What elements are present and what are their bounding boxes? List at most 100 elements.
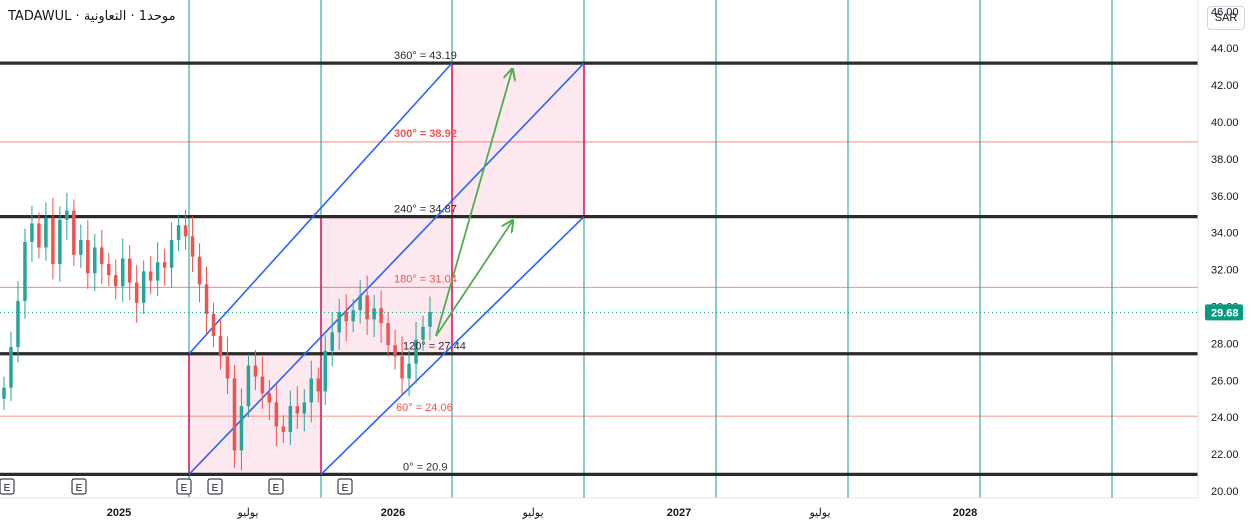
earnings-marker[interactable] [207, 478, 223, 495]
major-level-label: 0° = 20.9 [403, 461, 447, 473]
candle-body [379, 308, 383, 324]
candle-body [113, 275, 118, 287]
candle-body [281, 426, 286, 432]
earnings-marker[interactable] [176, 478, 192, 495]
candle-body [295, 406, 300, 414]
candle-body [239, 406, 244, 451]
candle-body [120, 258, 125, 287]
candle-body [393, 345, 397, 357]
major-level-label: 240° = 34.87 [394, 204, 457, 216]
candle-body [65, 210, 69, 220]
candle-body [414, 339, 418, 364]
y-tick-label: 34.00 [1211, 228, 1239, 240]
candle-body [421, 326, 425, 340]
y-tick-label: 46.00 [1211, 6, 1239, 18]
candle-body [302, 402, 307, 414]
x-tick-label: 2026 [381, 507, 405, 519]
minor-level-label: 180° = 31.04 [394, 273, 457, 285]
candle-body [309, 378, 314, 403]
candle-body [176, 225, 181, 241]
candle-body [274, 402, 279, 427]
current-price-label: 29.68 [1211, 307, 1239, 319]
candle-body [232, 378, 237, 451]
candle-body [134, 282, 139, 303]
channel-line [188, 62, 585, 475]
candle-body [330, 332, 334, 351]
currency-selector[interactable]: SAR [1207, 6, 1245, 30]
candle-body [400, 356, 404, 379]
current-price-badge [1205, 304, 1243, 321]
earnings-marker[interactable] [0, 478, 15, 495]
y-tick-label: 24.00 [1211, 412, 1239, 424]
earnings-marker[interactable] [337, 478, 353, 495]
candle-body [288, 406, 293, 432]
y-tick-label: 36.00 [1211, 191, 1239, 203]
channel-line [188, 62, 453, 355]
candle-body [72, 210, 76, 255]
candle-body [9, 347, 13, 388]
candle-body [169, 240, 174, 268]
candle-body [58, 219, 62, 265]
symbol-title[interactable]: TADAWUL · ﻣﻮﺣﺪ1 · ﺍﻟﺘﻌﺎﻭﻧﻴﺔ [8, 9, 176, 24]
x-tick-label: 2025 [107, 507, 131, 519]
x-tick-label: يوليو [236, 507, 258, 519]
y-tick-label: 42.00 [1211, 80, 1239, 92]
candle-body [246, 365, 251, 407]
candle-body [107, 264, 111, 276]
earnings-marker-label: E [76, 483, 83, 494]
y-tick-label: 20.00 [1211, 486, 1239, 498]
candle-body [162, 262, 167, 268]
candle-body [93, 247, 97, 274]
earnings-marker-label: E [342, 483, 349, 494]
candle-body [323, 350, 327, 392]
candle-body [225, 356, 230, 379]
candle-body [30, 223, 34, 242]
candle-body [253, 365, 258, 377]
earnings-marker[interactable] [71, 478, 87, 495]
candle-body [260, 376, 265, 394]
earnings-marker-label: E [273, 483, 280, 494]
gann-box [451, 62, 585, 218]
y-tick-label: 22.00 [1211, 449, 1239, 461]
channel-line [320, 216, 585, 475]
candle-body [337, 312, 341, 333]
candle-body [86, 240, 90, 274]
y-tick-label: 32.00 [1211, 265, 1239, 277]
y-tick-label: 38.00 [1211, 154, 1239, 166]
candle-body [51, 217, 55, 265]
candle-body [344, 312, 348, 322]
x-tick-label: يوليو [521, 507, 543, 519]
earnings-marker-label: E [4, 483, 11, 494]
candle-body [407, 363, 411, 379]
candle-body [23, 241, 27, 301]
x-tick-label: 2028 [953, 507, 977, 519]
earnings-marker-label: E [212, 483, 219, 494]
y-tick-label: 26.00 [1211, 375, 1239, 387]
earnings-marker[interactable] [268, 478, 284, 495]
candle-body [16, 300, 20, 348]
y-tick-label: 28.00 [1211, 338, 1239, 350]
candle-body [79, 240, 83, 255]
x-tick-label: 2027 [667, 507, 691, 519]
candle-body [44, 217, 48, 248]
candle-body [428, 312, 432, 327]
major-level-label: 360° = 43.19 [394, 50, 457, 62]
minor-level-label: 300° = 38.92 [394, 128, 457, 140]
earnings-marker-label: E [181, 483, 188, 494]
x-tick-label: يوليو [808, 507, 830, 519]
candle-body [204, 284, 209, 314]
major-level-label: 120° = 27.44 [403, 341, 466, 353]
candle-body [183, 225, 188, 237]
minor-level-label: 60° = 24.06 [396, 402, 453, 414]
y-tick-label: 44.00 [1211, 43, 1239, 55]
candle-body [211, 313, 216, 337]
y-tick-label: 40.00 [1211, 117, 1239, 129]
candle-body [316, 378, 321, 392]
candle-body [351, 310, 355, 322]
candle-body [2, 387, 6, 399]
candle-body [190, 236, 195, 257]
candle-body [37, 223, 41, 248]
projection-arrow [435, 70, 512, 337]
candle-body [386, 323, 390, 346]
